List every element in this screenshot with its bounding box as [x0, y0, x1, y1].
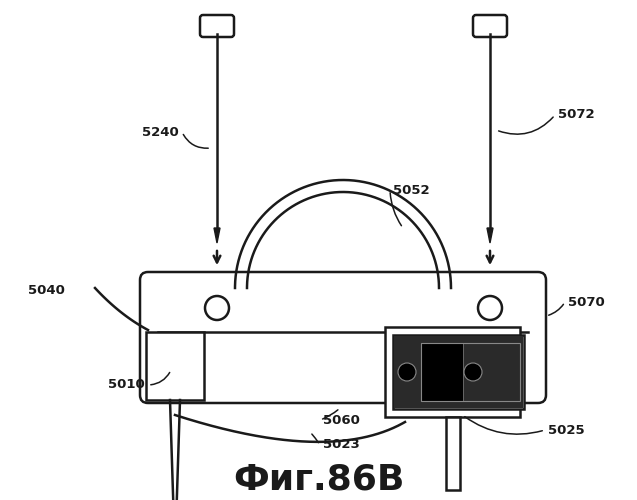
Text: 5072: 5072: [558, 108, 594, 122]
Text: 5060: 5060: [323, 414, 360, 426]
Circle shape: [398, 363, 416, 381]
Text: 5040: 5040: [28, 284, 65, 296]
Bar: [394, 336, 523, 408]
Text: 5010: 5010: [108, 378, 145, 392]
FancyBboxPatch shape: [140, 272, 546, 403]
Bar: [421, 343, 520, 401]
Bar: [393, 335, 524, 409]
Bar: [385, 327, 520, 417]
Circle shape: [478, 296, 502, 320]
Text: 5023: 5023: [323, 438, 360, 452]
Text: 5070: 5070: [568, 296, 605, 308]
FancyBboxPatch shape: [473, 15, 507, 37]
Text: Фиг.86В: Фиг.86В: [233, 463, 404, 497]
Circle shape: [205, 296, 229, 320]
Text: 5052: 5052: [393, 184, 429, 196]
Bar: [445, 417, 459, 490]
Polygon shape: [214, 228, 220, 243]
FancyBboxPatch shape: [200, 15, 234, 37]
Text: 5240: 5240: [142, 126, 179, 138]
Text: 5025: 5025: [548, 424, 585, 436]
Bar: [146, 332, 204, 400]
Bar: [421, 343, 463, 401]
Circle shape: [464, 363, 482, 381]
Polygon shape: [487, 228, 493, 243]
